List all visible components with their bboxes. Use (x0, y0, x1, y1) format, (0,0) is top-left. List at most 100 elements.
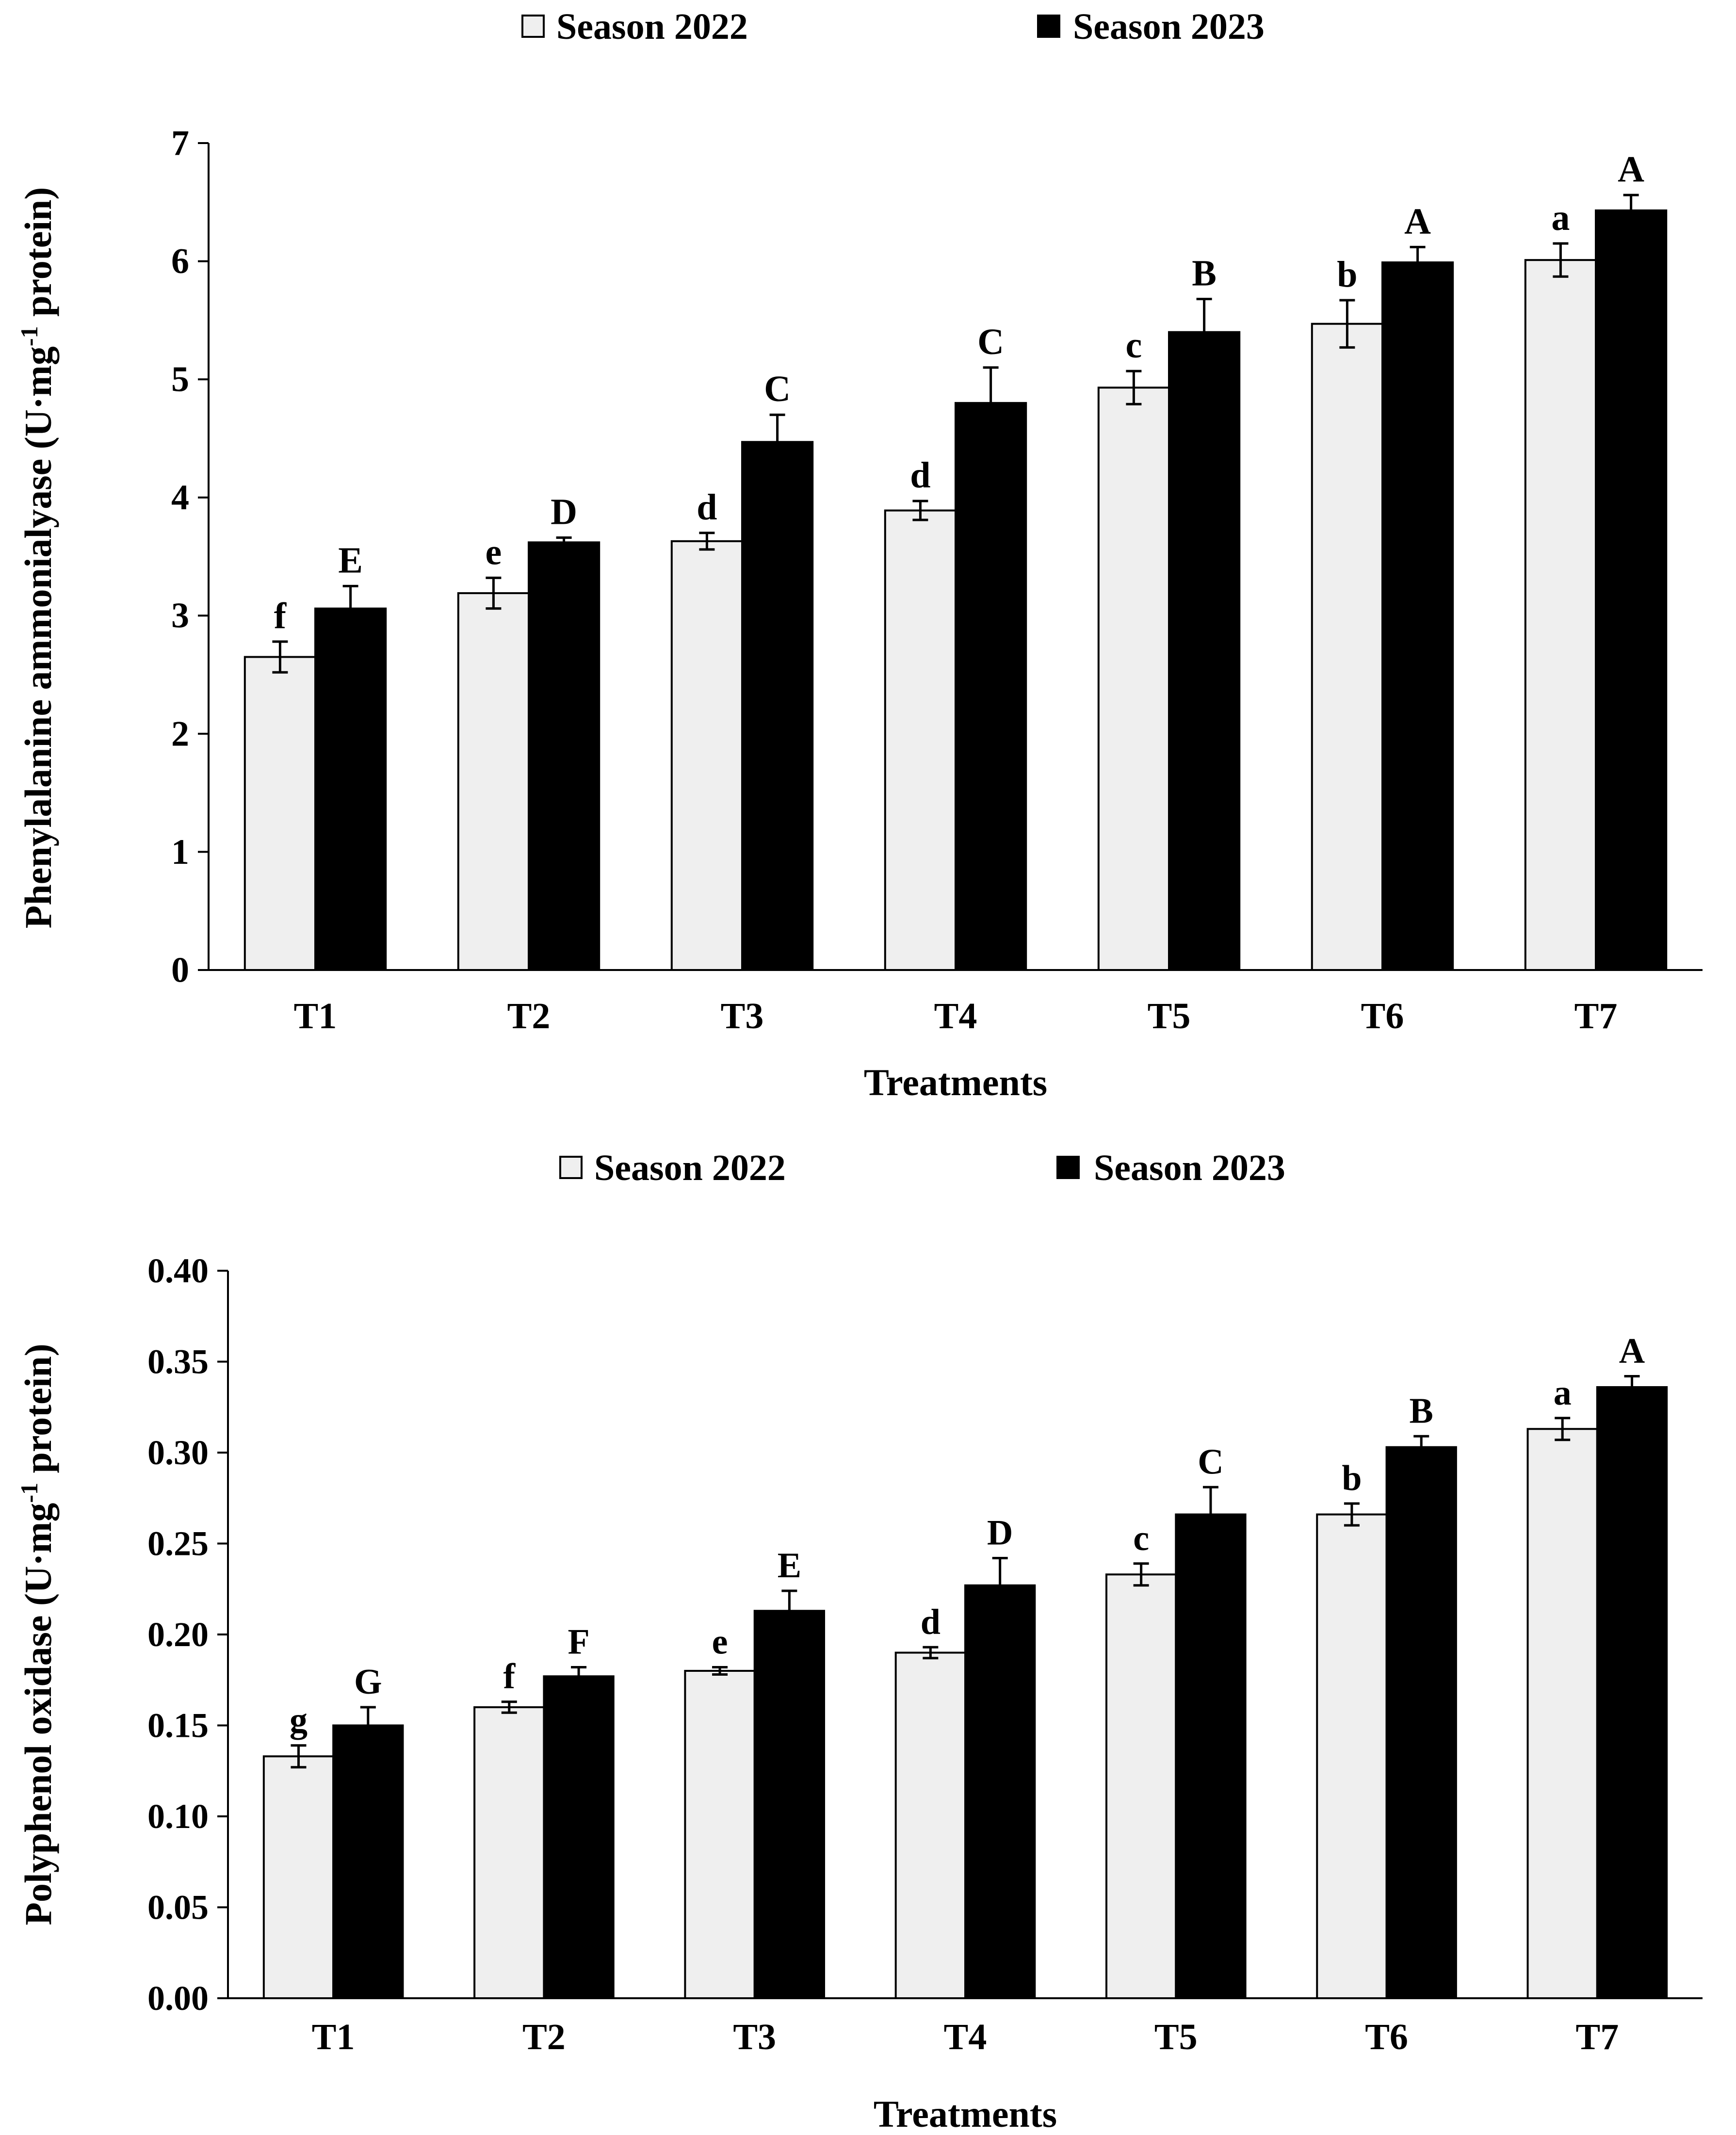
bar-2022-T1 (262, 1755, 335, 1999)
bar-2023-T5 (1175, 1513, 1247, 1999)
legend-swatch-2022 (559, 1156, 583, 1179)
bar-2022-T4 (884, 509, 957, 971)
error-bar-2022-T3 (712, 1666, 728, 1676)
x-tick-label: T6 (1365, 2017, 1408, 2057)
pal-chart: Season 2022 Season 2023 0 1 2 3 4 5 6 7 f E T1 e D T2 d C… (16, 6, 1703, 1103)
error-bar-2022-T6 (1344, 1502, 1360, 1527)
legend-label-2023: Season 2023 (1094, 1148, 1285, 1188)
error-bar-2023-T3 (769, 413, 785, 442)
error-bar-2023-T2 (571, 1666, 587, 1677)
y-tick-label: 0.15 (147, 1706, 209, 1745)
legend-swatch-2023 (1056, 1156, 1080, 1179)
y-tick-label: 0.30 (147, 1433, 209, 1472)
bar-2023-T6 (1385, 1446, 1457, 1999)
significance-letter-2022-T4: d (910, 455, 930, 496)
y-tick-label: 1 (171, 832, 189, 872)
x-tick-label: T1 (312, 2017, 355, 2057)
error-bar-2022-T2 (486, 576, 502, 610)
bar-2023-T3 (741, 441, 814, 971)
x-tick-label: T7 (1576, 2017, 1619, 2057)
significance-letter-2022-T3: e (712, 1622, 728, 1662)
error-bar-2022-T2 (501, 1700, 517, 1714)
significance-letter-2022-T1: g (290, 1700, 308, 1740)
error-bar-2022-T5 (1126, 370, 1142, 405)
error-bar-2023-T7 (1624, 1375, 1640, 1387)
bar-2023-T3 (753, 1610, 826, 1999)
significance-letter-2023-T6: B (1410, 1391, 1433, 1431)
x-axis-title: Treatments (874, 2093, 1057, 2135)
y-axis-title: Polyphenol oxidase (U·mg-1 protein) (16, 1343, 59, 1925)
significance-letter-2023-T1: E (338, 540, 363, 581)
x-tick-label: T2 (507, 996, 551, 1036)
y-tick-label: 0.35 (147, 1342, 209, 1381)
y-tick-label: 0.00 (147, 1979, 209, 2018)
significance-letter-2023-T6: A (1404, 201, 1431, 242)
error-bar-2022-T7 (1553, 242, 1569, 278)
bar-2023-T2 (528, 541, 600, 971)
significance-letter-2022-T7: a (1551, 197, 1570, 238)
y-axis-title-main: Polyphenol oxidase (U·mg (17, 1503, 59, 1925)
y-tick-label: 0.05 (147, 1888, 209, 1926)
x-tick-label: T5 (1154, 2017, 1198, 2057)
significance-letter-2022-T5: c (1133, 1519, 1149, 1558)
error-bar-2022-T1 (291, 1744, 307, 1769)
error-bar-2022-T3 (699, 532, 715, 551)
x-tick-label: T6 (1361, 996, 1404, 1036)
bar-2022-T2 (457, 592, 530, 971)
significance-letter-2022-T1: f (274, 596, 287, 636)
legend-label-2023: Season 2023 (1073, 6, 1265, 47)
bar-2022-T5 (1097, 387, 1170, 971)
x-tick-label: T4 (944, 2017, 987, 2057)
significance-letter-2023-T3: C (764, 369, 791, 409)
y-tick-label: 0 (171, 950, 189, 990)
error-bar-2022-T1 (272, 640, 288, 674)
y-tick-label: 7 (171, 123, 189, 163)
significance-letter-2023-T5: B (1192, 253, 1217, 294)
y-tick-label: 2 (171, 714, 189, 754)
bar-2022-T7 (1524, 259, 1597, 971)
legend-label-2022: Season 2022 (594, 1148, 786, 1188)
legend-label-2022: Season 2022 (556, 6, 748, 47)
bar-2022-T5 (1105, 1573, 1177, 1999)
error-bar-2022-T4 (923, 1646, 939, 1660)
x-tick-label: T4 (934, 996, 977, 1036)
y-axis-title: Phenylalanine ammonialyase (U·mg-1 prote… (16, 187, 59, 929)
bar-2022-T6 (1316, 1513, 1388, 1999)
error-bar-2023-T4 (983, 366, 999, 403)
x-tick-label: T1 (294, 996, 337, 1036)
y-tick-label: 3 (171, 596, 189, 636)
bar-2022-T3 (670, 540, 744, 971)
y-axis-title-main: Phenylalanine ammonialyase (U·mg (17, 346, 59, 928)
significance-letter-2022-T2: e (486, 532, 502, 572)
bar-2023-T4 (964, 1584, 1036, 1999)
y-axis-title-sup: -1 (16, 1483, 43, 1503)
legend-swatch-2023 (1037, 15, 1060, 38)
bar-2022-T2 (473, 1706, 545, 1999)
significance-letter-2023-T4: D (987, 1513, 1013, 1553)
bar-2023-T2 (543, 1675, 615, 1999)
y-tick-label: 5 (171, 360, 189, 400)
x-tick-label: T2 (522, 2017, 566, 2057)
error-bar-2023-T2 (556, 536, 572, 543)
x-axis-title: Treatments (864, 1061, 1047, 1103)
error-bar-2023-T5 (1196, 298, 1212, 332)
legend-swatch-2022 (521, 15, 545, 38)
error-bar-2023-T1 (360, 1706, 376, 1726)
error-bar-2022-T4 (912, 500, 928, 521)
bar-2023-T4 (955, 402, 1027, 971)
bar-2023-T1 (314, 607, 387, 971)
error-bar-2023-T7 (1623, 194, 1639, 210)
significance-letter-2023-T3: E (778, 1546, 801, 1585)
bar-2023-T5 (1168, 331, 1241, 971)
significance-letter-2023-T5: C (1198, 1442, 1223, 1482)
error-bar-2022-T7 (1555, 1417, 1571, 1441)
y-axis-title-tail: protein) (17, 187, 59, 326)
error-bar-2022-T5 (1133, 1562, 1149, 1587)
y-axis-title-tail: protein) (17, 1343, 59, 1483)
error-bar-2023-T5 (1202, 1486, 1218, 1515)
significance-letter-2022-T2: f (503, 1657, 516, 1697)
x-tick-label: T3 (721, 996, 764, 1036)
bar-2022-T1 (243, 656, 316, 971)
bar-2023-T7 (1596, 1386, 1668, 1999)
